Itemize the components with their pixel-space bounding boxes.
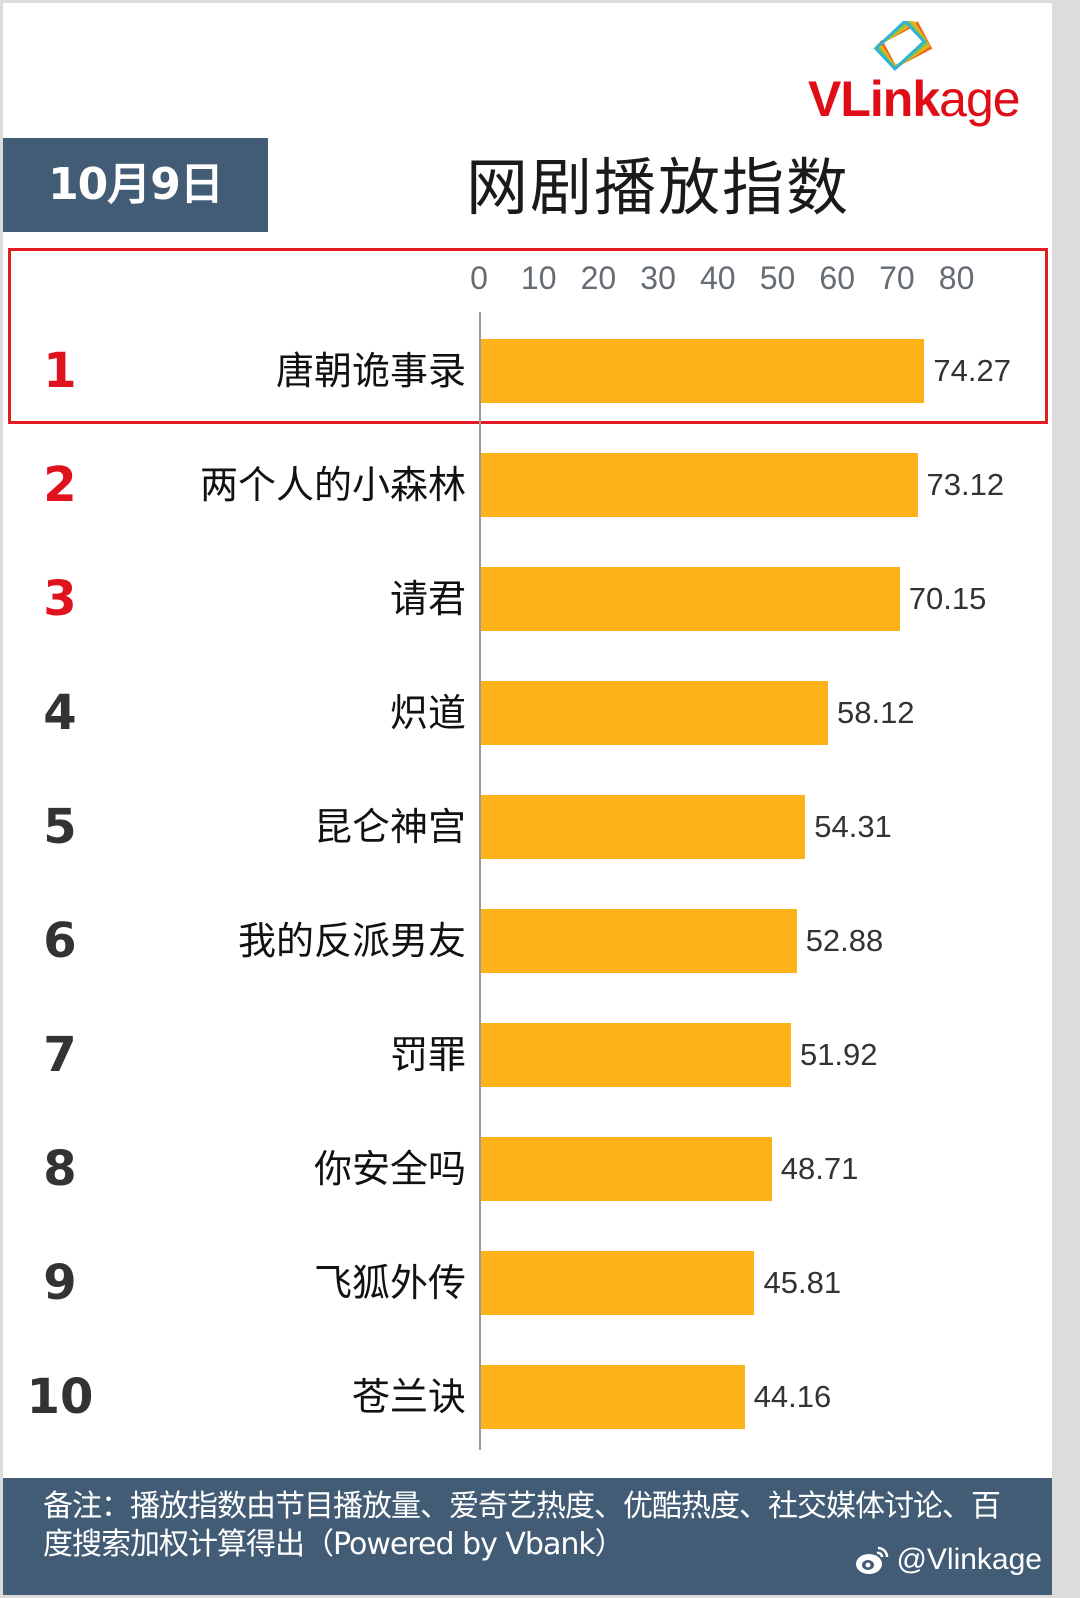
ranking-row: 2 两个人的小森林 73.12 [3,428,1052,542]
value-label: 70.15 [908,581,987,616]
show-name: 苍兰诀 [351,1375,466,1419]
x-axis-tick: 20 [580,260,617,296]
value-bar [481,339,925,403]
show-name: 昆仑神宫 [313,805,466,849]
value-label: 45.81 [763,1265,842,1300]
page-title: 网剧播放指数 [465,151,850,224]
value-label: 52.88 [805,923,884,958]
x-axis-ticks: 0 10 20 30 40 50 60 70 80 [3,258,1052,298]
value-bar [481,1023,791,1087]
show-name: 请君 [389,577,466,621]
rank-number: 2 [43,457,77,513]
ranking-row: 4 炽道 58.12 [3,656,1052,770]
value-bar [481,681,828,745]
show-name: 我的反派男友 [237,919,466,963]
value-bar [481,1365,745,1429]
rank-number: 4 [43,685,77,741]
x-axis-tick: 80 [938,260,975,296]
rank-number: 6 [43,913,77,969]
x-axis-tick: 10 [520,260,557,296]
show-name: 唐朝诡事录 [275,349,466,393]
value-bar [481,909,797,973]
x-axis-tick: 30 [640,260,676,296]
show-name: 飞狐外传 [313,1261,466,1305]
value-label: 74.27 [933,353,1011,388]
value-bar [481,567,900,631]
footer: 备注：播放指数由节目播放量、爱奇艺热度、优酷热度、社交媒体讨论、百度搜索加权计算… [3,1478,1052,1595]
x-axis-tick: 50 [759,260,796,296]
rank-number: 5 [43,799,77,855]
value-label: 58.12 [836,695,915,730]
show-name: 你安全吗 [313,1147,466,1191]
vlinkage-logo: VLinkage [808,21,1052,125]
rank-number: 10 [26,1369,94,1425]
ranking-row: 8 你安全吗 48.71 [3,1112,1052,1226]
value-label: 51.92 [799,1037,878,1072]
ranking-row: 9 飞狐外传 45.81 [3,1226,1052,1340]
weibo-handle: @Vlinkage [854,1540,1042,1580]
chart-page: VLinkage 10月9日 网剧播放指数 0 10 20 30 40 50 60 70 80 … [3,3,1052,1595]
x-axis-tick: 0 [470,260,488,296]
value-label: 44.16 [753,1379,832,1414]
value-bar [481,795,806,859]
x-axis-tick: 70 [879,260,915,296]
ranking-row: 3 请君 70.15 [3,542,1052,656]
x-axis-tick: 60 [819,260,855,296]
y-axis-line [479,312,481,1450]
rank-number: 3 [43,571,77,627]
value-bar [481,1251,755,1315]
ranking-row: 1 唐朝诡事录 74.27 [3,314,1052,428]
top-rank-highlight [8,248,1048,424]
ranking-row: 10 苍兰诀 44.16 [3,1340,1052,1454]
show-name: 炽道 [389,691,466,735]
value-bar [481,1137,772,1201]
value-label: 54.31 [814,809,892,844]
stacked-cards-icon [873,21,933,71]
show-name: 两个人的小森林 [199,463,466,507]
value-bar [481,453,918,517]
weibo-handle-text: @Vlinkage [896,1543,1042,1576]
ranking-row: 6 我的反派男友 52.88 [3,884,1052,998]
value-label: 73.12 [926,467,1005,502]
rank-number: 9 [43,1255,77,1311]
footer-note: 备注：播放指数由节目播放量、爱奇艺热度、优酷热度、社交媒体讨论、百度搜索加权计算… [43,1489,1001,1562]
rank-number: 8 [43,1141,77,1197]
weibo-icon [856,1546,889,1574]
ranking-row: 7 罚罪 51.92 [3,998,1052,1112]
value-label: 48.71 [780,1151,859,1186]
rank-number: 7 [43,1027,77,1083]
x-axis-tick: 40 [700,260,736,296]
ranking-row: 5 昆仑神宫 54.31 [3,770,1052,884]
logo-wordmark: VLinkage [808,71,1021,127]
rank-number: 1 [43,343,77,399]
show-name: 罚罪 [389,1033,466,1077]
date-badge: 10月9日 [3,138,268,232]
